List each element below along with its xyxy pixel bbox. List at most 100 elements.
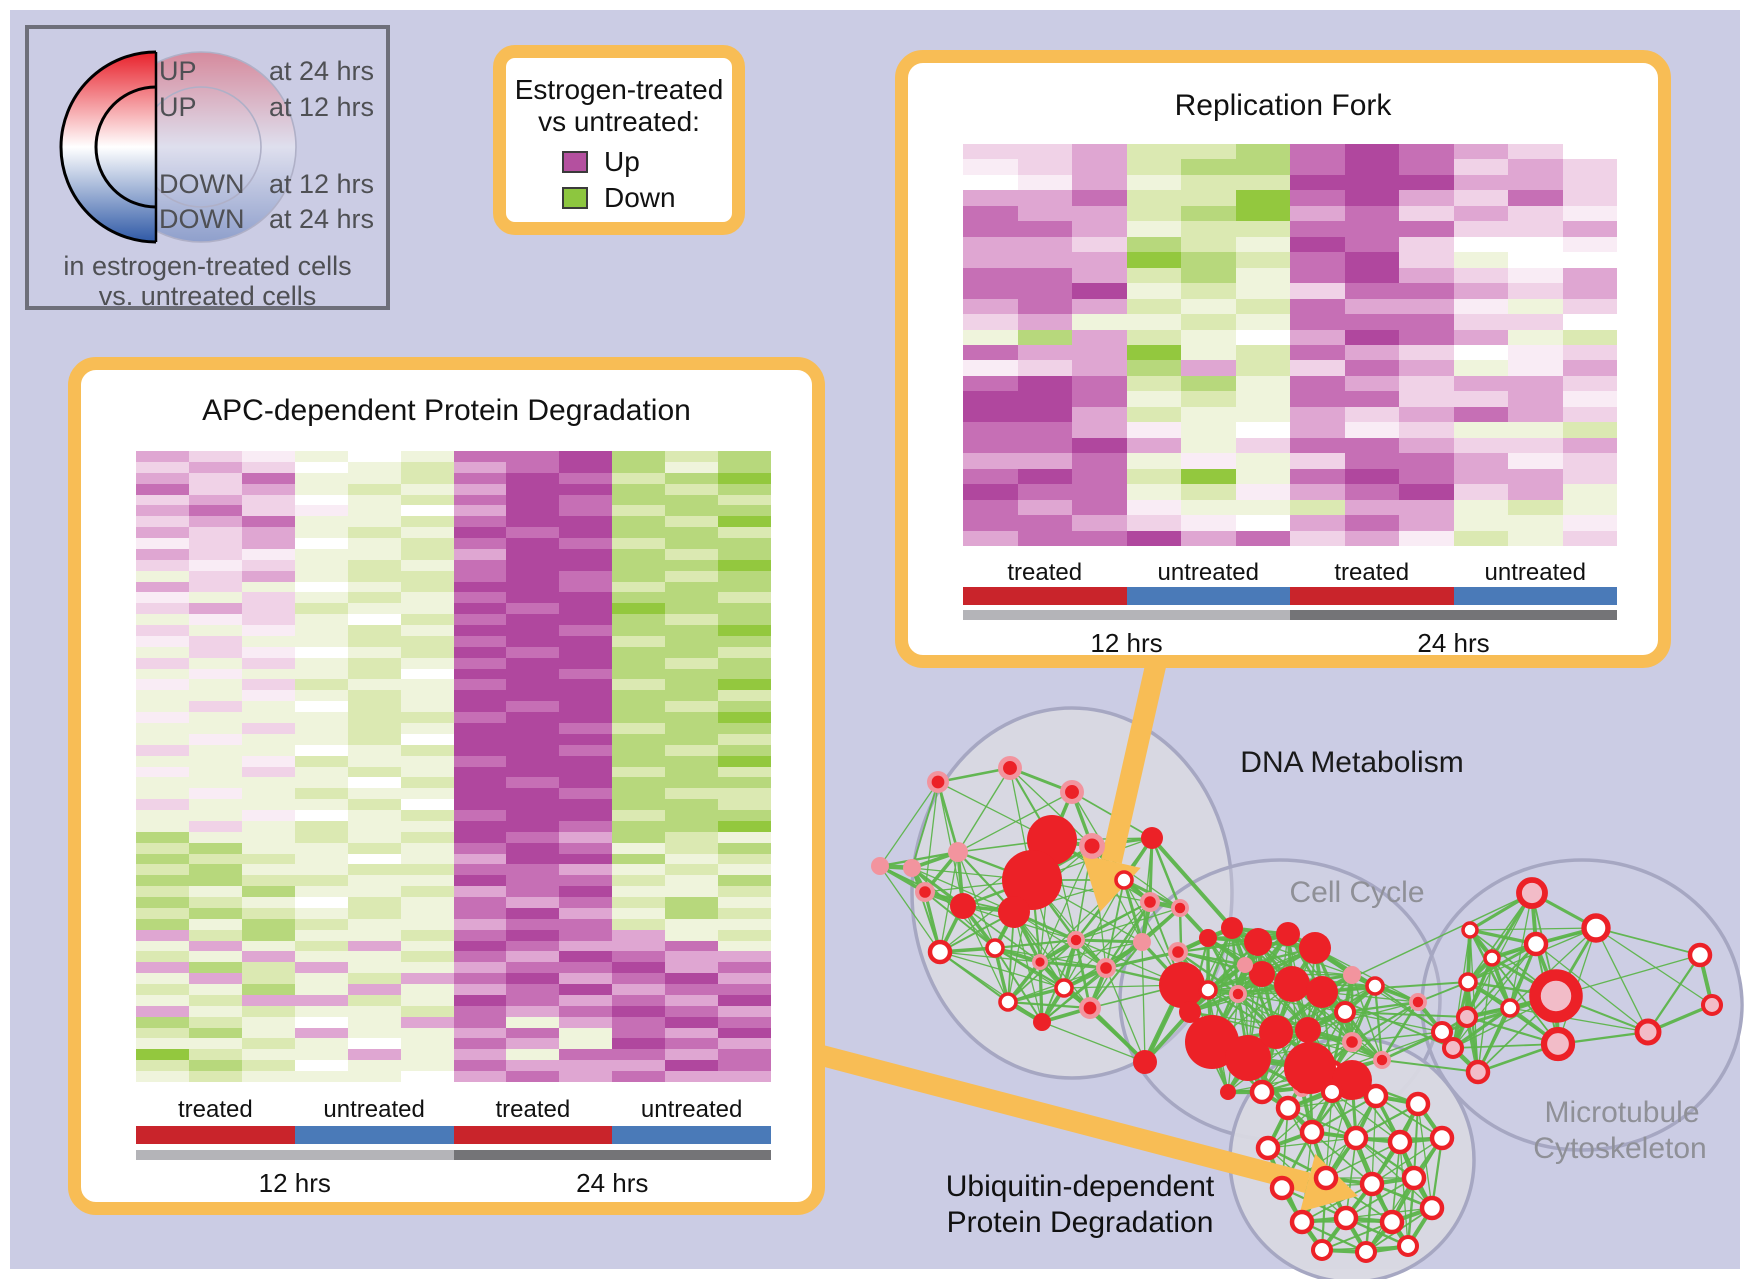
heatmap-cell [612, 864, 666, 876]
heatmap-cell [1181, 360, 1236, 376]
heatmap-cell [294, 929, 348, 941]
heatmap-cell [1562, 329, 1617, 345]
heatmap-cell [1017, 329, 1072, 345]
heatmap-cell [453, 679, 507, 691]
heatmap-cell [506, 559, 560, 571]
heatmap-cell [506, 1005, 560, 1017]
heatmap-cell [241, 864, 295, 876]
heatmap-cell [1126, 205, 1181, 222]
heatmap-cell [1181, 329, 1236, 345]
heatmap-cell [453, 1005, 507, 1017]
network-node [1114, 870, 1134, 890]
heatmap-cell [665, 864, 719, 876]
heatmap-cell [400, 559, 454, 571]
network-edge [1375, 1095, 1443, 1139]
heatmap-cell [1562, 174, 1617, 191]
heatmap-cell [1235, 298, 1290, 315]
group-label-untreated-3: untreated [1484, 559, 1586, 586]
color-legend-title-line2: vs untreated: [538, 106, 700, 137]
heatmap-cell [136, 1038, 189, 1050]
heatmap-cell [347, 559, 401, 571]
heatmap-cell [665, 907, 719, 919]
heatmap-cell [347, 1060, 401, 1072]
heatmap-cell [665, 1005, 719, 1017]
heatmap-cell [347, 918, 401, 930]
color-legend-title-line1: Estrogen-treated [514, 74, 724, 105]
heatmap-cell [1508, 283, 1563, 299]
heatmap-cell [1562, 298, 1617, 315]
heatmap-cell [1508, 515, 1563, 531]
heatmap-cell [506, 570, 560, 582]
heatmap-cell [1453, 437, 1508, 454]
heatmap-cell [612, 962, 666, 974]
heatmap-cell [241, 929, 295, 941]
heatmap-cell [1399, 437, 1454, 454]
heatmap-cell [453, 657, 507, 669]
heatmap-cell [347, 897, 401, 908]
network-edge [1075, 907, 1181, 941]
heatmap-cell [241, 451, 295, 462]
heatmap-cell [1181, 422, 1236, 438]
heatmap-cell [718, 788, 771, 800]
heatmap-cell [241, 788, 295, 800]
heatmap-cell [612, 918, 666, 930]
network-node [871, 857, 889, 875]
network-edge [1089, 941, 1143, 1009]
heatmap-cell [294, 570, 348, 582]
heatmap-cell [1126, 174, 1181, 191]
heatmap-cell [453, 592, 507, 604]
heatmap-cell [136, 1071, 189, 1082]
heatmap-cell [718, 603, 771, 615]
heatmap-cell [665, 494, 719, 506]
heatmap-cell [294, 886, 348, 898]
heatmap-cell [1181, 298, 1236, 315]
heatmap-cell [1017, 252, 1072, 268]
heatmap-cell [1399, 530, 1454, 546]
heatmap-cell [294, 701, 348, 713]
heatmap-cell [718, 614, 771, 626]
heatmap-cell [294, 472, 348, 484]
heatmap-cell [559, 842, 613, 854]
heatmap-cell [136, 461, 189, 473]
heatmap-cell [1508, 329, 1563, 345]
heatmap-cell [1017, 144, 1072, 160]
heatmap-cell [400, 918, 454, 930]
heatmap-cell [241, 962, 295, 974]
network-edge [911, 781, 939, 869]
heatmap-cell [241, 527, 295, 539]
heatmap-cell [347, 625, 401, 636]
heatmap-cell [612, 668, 666, 680]
heatmap-cell [294, 755, 348, 767]
heatmap-cell [506, 962, 560, 974]
heatmap-cell [1235, 437, 1290, 454]
heatmap-cell [559, 712, 613, 723]
network-edge [1206, 927, 1234, 991]
heatmap-cell [188, 559, 242, 571]
heatmap-cell [1399, 221, 1454, 237]
heatmap-cell [294, 799, 348, 811]
network-node [1354, 1240, 1378, 1264]
heatmap-cell [294, 907, 348, 919]
heatmap-cell [241, 1071, 295, 1082]
heatmap-cell [136, 646, 189, 658]
heatmap-cell [453, 1049, 507, 1061]
heatmap-cell [665, 842, 719, 854]
heatmap-cell [453, 483, 507, 495]
heatmap-cell [1290, 159, 1345, 175]
network-edge [1371, 1137, 1443, 1185]
network-edge [879, 850, 959, 868]
network-node [1379, 1209, 1405, 1235]
heatmap-cell [188, 1071, 242, 1082]
heatmap-cell [1453, 499, 1508, 516]
network-node [903, 859, 921, 877]
heatmap-cell [718, 548, 771, 560]
heatmap-cell [347, 984, 401, 995]
heatmap-cell [1126, 159, 1181, 175]
heatmap-cell [188, 527, 242, 539]
heatmap-cell [188, 951, 242, 963]
heatmap-cell [1126, 484, 1181, 500]
heatmap-cell [1399, 190, 1454, 206]
network-edge [1150, 837, 1182, 909]
network-node-center [1065, 785, 1079, 799]
heatmap-cell [963, 314, 1018, 330]
